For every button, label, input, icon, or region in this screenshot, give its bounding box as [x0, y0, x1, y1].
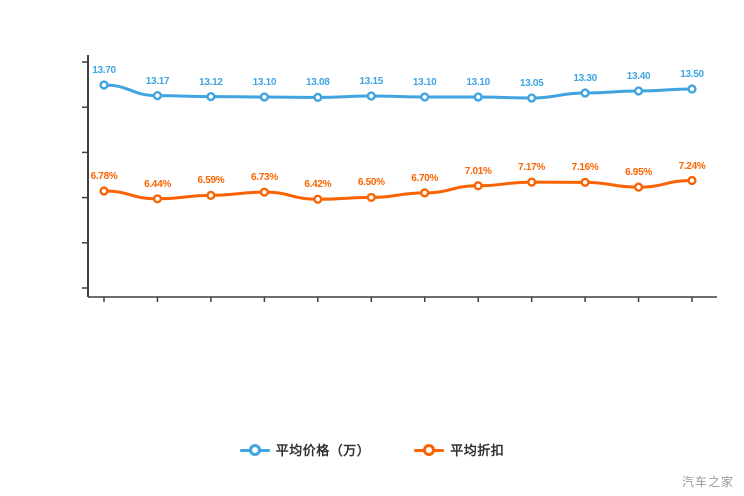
data-point-price[interactable] [259, 92, 269, 102]
data-point-price[interactable] [580, 88, 590, 98]
legend-item-price[interactable]: 平均价格（万） [239, 440, 371, 459]
data-point-discount[interactable] [366, 192, 376, 203]
value-label-discount: 6.50% [357, 177, 385, 189]
data-point-price[interactable] [206, 91, 216, 102]
value-label-price: 13.05 [519, 78, 544, 89]
data-point-price[interactable] [99, 80, 109, 90]
data-point-discount[interactable] [420, 188, 430, 198]
data-point-discount[interactable] [473, 181, 483, 191]
chart-legend: 平均价格（万） 平均折扣 [0, 440, 744, 459]
chart-axes [82, 55, 717, 302]
legend-discount-marker-icon [414, 443, 445, 457]
value-label-price: 13.10 [252, 77, 277, 88]
value-label-price: 13.08 [306, 77, 330, 89]
value-label-price: 13.15 [359, 76, 384, 87]
data-point-price[interactable] [366, 91, 376, 101]
value-label-price: 13.10 [466, 77, 490, 88]
value-label-price: 13.30 [573, 73, 597, 84]
y-axis-ticks [82, 61, 88, 289]
value-label-discount: 6.44% [144, 178, 171, 190]
value-label-discount: 7.24% [678, 160, 706, 172]
value-label-discount: 7.01% [464, 165, 492, 177]
value-label-price: 13.17 [145, 75, 170, 87]
data-point-price[interactable] [527, 93, 537, 103]
legend-item-discount[interactable]: 平均折扣 [414, 440, 504, 459]
value-label-price: 13.50 [680, 69, 704, 80]
legend-discount-label: 平均折扣 [450, 443, 505, 458]
value-label-discount: 6.70% [411, 172, 439, 184]
data-point-discount[interactable] [313, 194, 323, 204]
value-label-discount: 6.95% [625, 167, 652, 179]
value-label-discount: 6.78% [90, 171, 118, 182]
watermark-autohome: 汽车之家 [681, 475, 734, 489]
data-point-price[interactable] [313, 92, 323, 103]
value-label-price: 13.70 [92, 65, 116, 76]
data-point-price[interactable] [633, 86, 644, 96]
value-label-price: 13.40 [626, 71, 651, 82]
data-point-discount[interactable] [527, 177, 537, 187]
data-point-price[interactable] [473, 92, 483, 102]
value-label-discount: 7.16% [571, 162, 599, 174]
value-label-discount: 6.73% [250, 172, 278, 184]
data-point-discount[interactable] [259, 187, 269, 197]
legend-price-label: 平均价格（万） [275, 443, 371, 458]
value-label-discount: 7.17% [518, 162, 546, 174]
data-point-price[interactable] [420, 92, 430, 102]
series-line-price [102, 83, 694, 100]
series-line-discount [102, 179, 694, 201]
value-label-discount: 6.42% [304, 179, 332, 191]
data-point-discount[interactable] [633, 182, 644, 192]
legend-price-marker-icon [239, 443, 270, 457]
data-point-discount[interactable] [99, 186, 109, 196]
value-label-price: 13.12 [199, 76, 223, 88]
data-point-discount[interactable] [206, 190, 216, 200]
data-point-price[interactable] [152, 90, 163, 101]
value-label-discount: 6.59% [197, 175, 225, 187]
value-label-price: 13.10 [412, 77, 437, 88]
x-axis-ticks [103, 297, 693, 302]
data-point-discount[interactable] [580, 177, 590, 187]
data-point-price[interactable] [687, 84, 697, 94]
chart-series-layer [99, 80, 697, 204]
data-point-discount[interactable] [687, 175, 697, 186]
data-point-discount[interactable] [152, 194, 163, 204]
